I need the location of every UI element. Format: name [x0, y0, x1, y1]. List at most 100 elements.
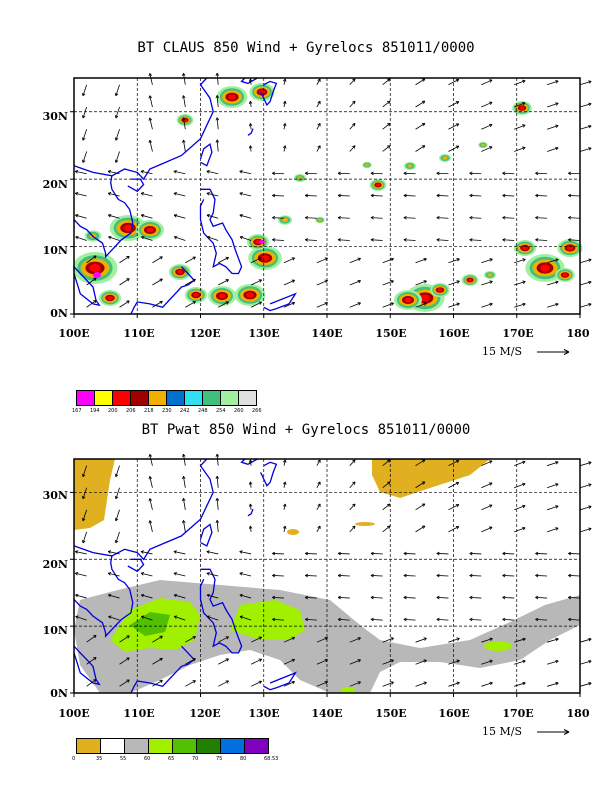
panel2-wind-arrow: [514, 638, 526, 643]
panel1-wind-arrowhead: [304, 193, 309, 198]
panel1-wind-arrow: [436, 239, 449, 241]
panel2-wind-arrowhead: [282, 525, 287, 530]
panel2-wind-arrow: [579, 682, 592, 687]
panel2-wind-arrowhead: [248, 459, 253, 463]
panel1-wind-arrowhead: [386, 145, 391, 149]
panel1-wind-arrow: [415, 100, 426, 108]
cloud-contour: [123, 224, 133, 232]
colorbar-label: 206: [126, 408, 136, 414]
panel1-wind-arrow: [349, 302, 361, 308]
cloud-contour: [540, 264, 550, 272]
panel1-wind-arrowhead: [206, 192, 210, 196]
panel2-wind-arrowhead: [317, 481, 321, 485]
panel2-wind-arrow: [546, 527, 559, 533]
panel2-wind-arrowhead: [173, 593, 178, 598]
panel1-wind-arrowhead: [75, 235, 79, 240]
panel1-wind-arrow: [514, 102, 526, 108]
panel1-xtick-180: 180: [566, 327, 590, 340]
panel1-wind-arrowhead: [421, 122, 426, 127]
panel2-wind-arrow: [568, 597, 581, 599]
panel2-wind-arrow: [382, 659, 394, 665]
panel1-wind-arrowhead: [522, 124, 526, 128]
panel1-coastline: [247, 128, 254, 136]
panel1-wind-arrow: [75, 192, 87, 197]
pwat-high-region: [130, 612, 170, 636]
panel1-wind-arrowhead: [555, 280, 559, 285]
panel1-wind-arrowhead: [489, 280, 493, 284]
colorbar-swatch: [130, 390, 148, 406]
colorbar-swatch: [76, 390, 94, 406]
panel1-wind-arrowhead: [225, 279, 229, 283]
panel1-wind-arrow: [546, 281, 559, 286]
panel2-wind-arrow: [206, 572, 219, 577]
panel2-wind-arrow: [415, 481, 426, 489]
panel2-wind-arrowhead: [225, 680, 229, 684]
panel1-wind-arrowhead: [568, 238, 572, 242]
panel2-wind-arrow: [239, 616, 252, 621]
panel2-wind-arrow: [149, 498, 153, 510]
panel1-wind-arrowhead: [248, 123, 253, 127]
panel1-wind-arrow: [481, 124, 493, 130]
panel1-coastline: [199, 142, 213, 167]
panel2-wind-arrowhead: [159, 657, 163, 662]
panel1-wind-arrowhead: [239, 214, 243, 218]
panel2-wind-arrow: [249, 503, 252, 510]
panel1-wind-arrow: [349, 78, 356, 86]
panel1-wind-arrow: [403, 195, 416, 197]
panel1-wind-arrow: [546, 259, 559, 264]
panel1-wind-arrowhead: [535, 171, 539, 176]
panel2-wind-arrow: [305, 618, 317, 621]
panel1-wind-arrow: [316, 257, 328, 264]
panel1-wind-arrowhead: [114, 115, 119, 119]
panel1-wind-arrowhead: [324, 257, 328, 261]
panel1-wind-arrow: [316, 123, 321, 130]
panel2-wind-arrowhead: [489, 659, 493, 664]
panel1-wind-arrowhead: [522, 146, 526, 150]
panel1-xtick-130e: 130E: [248, 327, 280, 340]
cloud-contour: [404, 297, 412, 303]
panel2-wind-arrow: [514, 682, 526, 687]
panel1-wind-arrowhead: [568, 171, 572, 176]
panel1-wind-arrowhead: [502, 193, 506, 198]
panel1-ytick-0n: 0N: [50, 307, 68, 320]
panel2-wind-arrowhead: [436, 551, 440, 556]
colorbar-swatch: [196, 738, 220, 754]
panel1-wind-arrowhead: [386, 123, 391, 127]
panel2-wind-arrowhead: [522, 637, 526, 642]
panel2-wind-arrow: [436, 597, 449, 599]
panel1-wind-arrowhead: [469, 171, 473, 176]
panel2-wind-arrow: [579, 484, 592, 489]
panel1-wind-arrow: [448, 258, 460, 264]
cloud-contour: [146, 227, 154, 233]
panel1-wind-arrowhead: [75, 214, 79, 218]
panel1-wind-arrowhead: [182, 117, 186, 121]
panel1-wind-arrow: [115, 151, 120, 163]
panel1-wind-arrow: [183, 117, 186, 130]
panel2-wind-arrow: [546, 660, 559, 665]
panel1-wind-arrowhead: [423, 257, 427, 262]
panel1-xtick-160e: 160E: [438, 327, 470, 340]
panel2-wind-arrow: [283, 525, 286, 532]
panel1-wind-arrow: [579, 303, 592, 308]
panel2-wind-arrow: [338, 597, 350, 599]
panel1-wind-arrow: [115, 84, 120, 96]
panel1-wind-arrow: [403, 217, 416, 219]
panel1-wind-arrow: [206, 192, 219, 197]
panel2-wind-arrow: [579, 528, 592, 533]
panel2-coastline: [73, 458, 214, 561]
panel2-coastline: [240, 458, 258, 466]
panel2-wind-arrowhead: [469, 617, 473, 622]
panel1-wind-arrow: [370, 172, 383, 175]
panel1-wind-arrowhead: [456, 280, 460, 284]
panel2-wind-arrow: [514, 505, 526, 511]
panel2-wind-arrowhead: [317, 503, 321, 507]
panel1-wind-arrow: [349, 145, 356, 152]
panel1-wind-arrowhead: [522, 258, 526, 262]
panel1-wind-arrowhead: [352, 78, 356, 82]
panel1-wind-arrowhead: [148, 117, 153, 121]
panel2-wind-arrowhead: [192, 680, 196, 684]
cloud-contour: [365, 163, 369, 167]
panel2-xtick-100e: 100E: [58, 707, 90, 720]
panel2-colorbar: [76, 738, 269, 754]
